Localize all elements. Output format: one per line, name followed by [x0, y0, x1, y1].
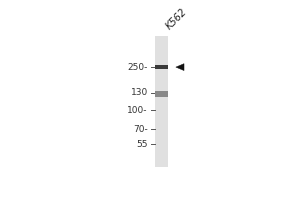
Polygon shape: [176, 64, 184, 71]
Text: 250-: 250-: [128, 63, 148, 72]
Text: 70-: 70-: [133, 125, 148, 134]
Bar: [155, 65, 168, 69]
Bar: [155, 36, 168, 167]
Text: 100-: 100-: [128, 106, 148, 115]
Text: 130: 130: [131, 88, 148, 97]
Text: K562: K562: [164, 7, 189, 32]
Bar: [155, 94, 168, 97]
Bar: [155, 91, 168, 94]
Text: 55: 55: [136, 140, 148, 149]
